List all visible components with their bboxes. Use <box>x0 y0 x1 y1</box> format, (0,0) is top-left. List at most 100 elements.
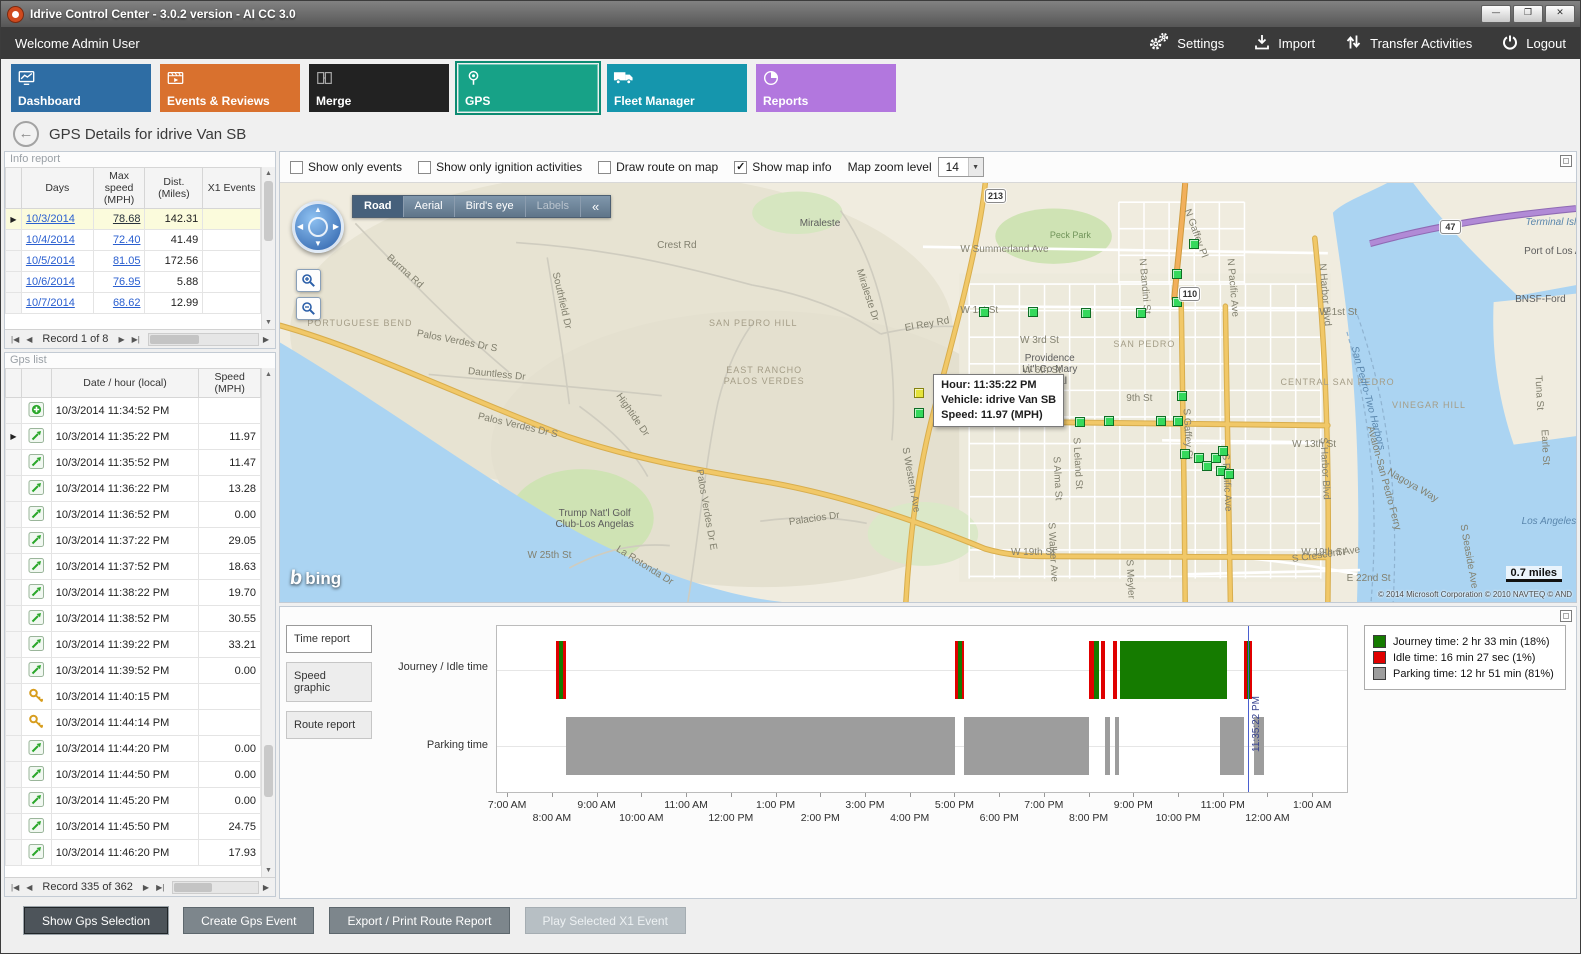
table-row[interactable]: 10/3/2014 11:39:22 PM 33.21 <box>5 631 261 658</box>
gps-marker[interactable] <box>1171 269 1182 280</box>
checkbox-show-only-events[interactable]: Show only events <box>290 160 402 174</box>
column-header[interactable]: Speed (MPH) <box>198 368 261 398</box>
prev-record-button[interactable]: ◀ <box>26 334 33 344</box>
table-row[interactable]: 10/3/2014 11:45:20 PM 0.00 <box>5 787 261 814</box>
pan-south-icon[interactable]: ▼ <box>314 239 322 248</box>
days-link[interactable]: 10/7/2014 <box>25 297 75 309</box>
gps-marker[interactable] <box>1177 390 1188 401</box>
table-row[interactable]: 10/3/2014 11:45:50 PM 24.75 <box>5 813 261 840</box>
table-row[interactable]: 10/4/2014 72.40 41.49 <box>5 229 261 251</box>
gps-marker[interactable] <box>1173 416 1184 427</box>
nav-tile-dashboard[interactable]: Dashboard <box>11 64 151 112</box>
days-link[interactable]: 10/6/2014 <box>25 276 75 288</box>
scrollbar-thumb[interactable] <box>149 334 199 344</box>
nav-tile-merge[interactable]: Merge <box>309 64 449 112</box>
scroll-down-icon[interactable]: ▼ <box>265 319 272 326</box>
map-view-tab-bird-s-eye[interactable]: Bird's eye <box>455 196 526 217</box>
table-row[interactable]: 10/7/2014 68.62 12.99 <box>5 292 261 314</box>
scroll-right-icon[interactable]: ▶ <box>262 334 269 344</box>
create-gps-event-button[interactable]: Create Gps Event <box>183 907 315 934</box>
table-row[interactable]: 10/3/2014 11:38:22 PM 19.70 <box>5 579 261 606</box>
table-row[interactable]: 10/3/2014 11:37:22 PM 29.05 <box>5 527 261 554</box>
gps-marker[interactable] <box>1156 416 1167 427</box>
checkbox-show-map-info[interactable]: ✓ Show map info <box>734 160 832 174</box>
minimize-button[interactable]: — <box>1481 5 1511 23</box>
transfer-button[interactable]: Transfer Activities <box>1345 34 1472 53</box>
pan-north-icon[interactable]: ▲ <box>314 205 322 214</box>
prev-record-button[interactable]: ◀ <box>26 882 33 892</box>
max-speed-link[interactable]: 76.95 <box>112 276 141 288</box>
scroll-up-icon[interactable]: ▲ <box>265 371 272 378</box>
first-record-button[interactable]: |◀ <box>11 334 20 344</box>
table-row[interactable]: 10/3/2014 11:37:52 PM 18.63 <box>5 553 261 580</box>
column-header[interactable]: Max speed (MPH) <box>92 167 146 209</box>
maximize-button[interactable]: ❐ <box>1513 5 1543 23</box>
settings-button[interactable]: Settings <box>1148 32 1224 54</box>
checkbox-draw-route-on-map[interactable]: Draw route on map <box>598 160 718 174</box>
days-link[interactable]: 10/5/2014 <box>25 255 75 267</box>
max-speed-link[interactable]: 68.62 <box>112 297 141 309</box>
scrollbar-thumb[interactable] <box>264 181 273 241</box>
nav-tile-events[interactable]: Events & Reviews <box>160 64 300 112</box>
max-speed-link[interactable]: 78.68 <box>112 213 141 225</box>
horizontal-scrollbar[interactable] <box>147 332 259 346</box>
nav-tile-gps[interactable]: GPS <box>455 61 601 115</box>
expand-chart-panel-button[interactable] <box>1560 610 1572 622</box>
gps-marker[interactable] <box>1218 446 1229 457</box>
gps-marker[interactable] <box>1188 238 1199 249</box>
collapse-viewbar-button[interactable]: « <box>592 199 600 214</box>
table-row[interactable]: ▶ 10/3/2014 11:35:22 PM 11.97 <box>5 423 261 450</box>
scroll-up-icon[interactable]: ▲ <box>265 170 272 177</box>
gps-marker[interactable] <box>1193 453 1204 464</box>
map-zoom-select[interactable]: 14 ▼ <box>937 157 984 177</box>
next-record-button[interactable]: ▶ <box>142 882 150 892</box>
gps-marker[interactable] <box>1210 453 1221 464</box>
table-row[interactable]: 10/3/2014 11:40:15 PM <box>5 683 261 710</box>
first-record-button[interactable]: |◀ <box>11 882 20 892</box>
nav-tile-fleet[interactable]: Fleet Manager <box>607 64 747 112</box>
gps-marker[interactable] <box>913 407 924 418</box>
last-record-button[interactable]: ▶| <box>131 334 140 344</box>
days-link[interactable]: 10/4/2014 <box>25 234 75 246</box>
table-row[interactable]: 10/3/2014 11:35:52 PM 11.47 <box>5 449 261 476</box>
map-zoom-in-button[interactable] <box>296 269 321 292</box>
gps-marker[interactable] <box>1223 469 1234 480</box>
table-row[interactable]: 10/3/2014 11:36:22 PM 13.28 <box>5 475 261 502</box>
expand-map-panel-button[interactable] <box>1560 155 1572 167</box>
chart-tab-speed-graphic[interactable]: Speed graphic <box>286 662 372 702</box>
table-row[interactable]: 10/3/2014 11:44:50 PM 0.00 <box>5 761 261 788</box>
nav-tile-reports[interactable]: Reports <box>756 64 896 112</box>
table-row[interactable]: 10/3/2014 11:44:14 PM <box>5 709 261 736</box>
column-header[interactable]: Dist. (Miles) <box>144 167 204 209</box>
chart-tab-route-report[interactable]: Route report <box>286 711 372 739</box>
column-header[interactable]: Date / hour (local) <box>50 368 200 398</box>
map-view-tab-labels[interactable]: Labels <box>526 196 581 217</box>
last-record-button[interactable]: ▶| <box>156 882 165 892</box>
gps-marker[interactable] <box>978 306 989 317</box>
pan-east-icon[interactable]: ▶ <box>332 222 339 231</box>
map-view-tab-road[interactable]: Road <box>353 196 404 217</box>
export-print-route-report-button[interactable]: Export / Print Route Report <box>329 907 510 934</box>
map-view-tab-aerial[interactable]: Aerial <box>404 196 455 217</box>
gps-marker[interactable] <box>1104 416 1115 427</box>
map-pan-control[interactable]: ▲ ▶ ▼ ◀ <box>292 201 344 253</box>
checkbox-show-only-ignition-activities[interactable]: Show only ignition activities <box>418 160 582 174</box>
table-row[interactable]: 10/3/2014 11:39:52 PM 0.00 <box>5 657 261 684</box>
horizontal-scrollbar[interactable] <box>172 880 259 894</box>
table-row[interactable]: 10/5/2014 81.05 172.56 <box>5 250 261 272</box>
map-zoom-out-button[interactable] <box>296 297 321 320</box>
import-button[interactable]: Import <box>1254 34 1315 53</box>
gps-marker[interactable] <box>1074 417 1085 428</box>
scrollbar-thumb[interactable] <box>174 882 213 892</box>
column-header[interactable]: X1 Events <box>202 167 261 209</box>
column-header[interactable]: Days <box>20 167 94 209</box>
max-speed-link[interactable]: 72.40 <box>112 234 141 246</box>
map[interactable]: Miraleste Peck Park W Summerland Ave Crest … <box>280 182 1576 602</box>
table-row[interactable]: ▶ 10/3/2014 78.68 142.31 <box>5 208 261 230</box>
back-button[interactable]: ← <box>13 121 39 147</box>
next-record-button[interactable]: ▶ <box>118 334 125 344</box>
gps-marker[interactable] <box>913 387 924 398</box>
table-row[interactable]: 10/3/2014 11:44:20 PM 0.00 <box>5 735 261 762</box>
table-row[interactable]: 10/3/2014 11:34:52 PM <box>5 397 261 424</box>
table-row[interactable]: 10/3/2014 11:36:52 PM 0.00 <box>5 501 261 528</box>
